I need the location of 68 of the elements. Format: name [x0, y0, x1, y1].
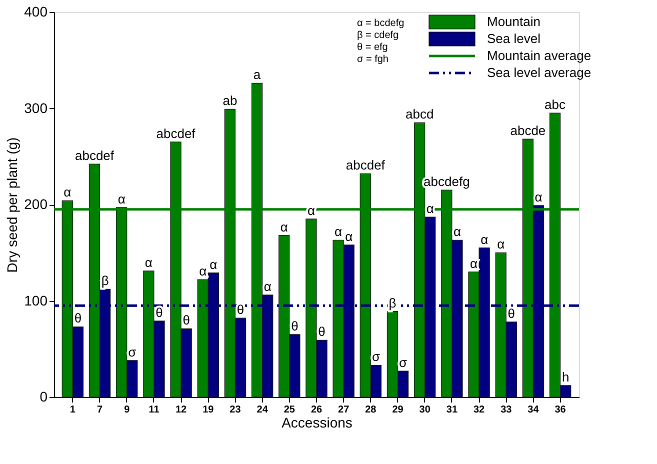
data-label: α — [64, 184, 72, 200]
data-label: α — [118, 191, 126, 206]
x-tick-label: 24 — [256, 404, 268, 416]
data-label: θ — [182, 312, 190, 328]
annotation: θ = efg — [357, 42, 388, 53]
data-label: α — [497, 236, 506, 252]
x-tick-label: 27 — [338, 404, 350, 416]
x-tick-label: 28 — [365, 404, 377, 416]
data-label: α — [470, 256, 478, 271]
data-label: α — [534, 189, 543, 204]
x-tick-label: 19 — [202, 404, 214, 416]
x-tick-label: 23 — [230, 404, 242, 416]
data-label: abc — [544, 97, 566, 112]
data-label: α — [264, 278, 272, 294]
y-tick-label: 400 — [24, 4, 48, 20]
data-label: θ — [318, 324, 326, 340]
x-tick-label: 9 — [124, 404, 130, 416]
x-tick-label: 36 — [554, 404, 566, 416]
data-label: α — [345, 228, 354, 244]
legend-label: Mountain — [487, 14, 540, 29]
x-tick-label: 29 — [392, 404, 404, 416]
x-axis-title: Accessions — [282, 414, 352, 430]
data-label: θ — [156, 304, 163, 320]
data-label: θ — [508, 306, 516, 321]
data-label: abcdef — [74, 148, 114, 164]
x-tick-label: 30 — [419, 404, 431, 416]
x-tick-label: 31 — [446, 404, 458, 416]
x-tick-label: 32 — [473, 404, 486, 416]
data-label: a — [253, 67, 262, 82]
data-label: α — [280, 219, 288, 234]
x-tick-label: 1 — [70, 404, 76, 416]
data-label: α — [480, 232, 489, 247]
data-label: σ — [399, 355, 408, 370]
y-axis-title: Dry seed per plant (g) — [4, 137, 20, 273]
data-label: abcd — [405, 106, 434, 122]
data-label: α — [453, 224, 462, 240]
data-label: θ — [291, 318, 298, 334]
data-label: σ — [128, 344, 136, 360]
data-label: ab — [222, 93, 238, 108]
data-label: α — [199, 264, 208, 279]
legend-label: Sea level — [487, 31, 541, 46]
x-tick-label: 26 — [310, 404, 322, 416]
legend-label: Sea level average — [487, 65, 592, 80]
x-tick-label: 7 — [97, 404, 103, 416]
x-tick-label: 33 — [500, 404, 512, 416]
data-label: α — [334, 224, 343, 240]
data-label: θ — [74, 310, 82, 326]
data-label: α — [210, 256, 218, 272]
data-label: abcde — [510, 123, 546, 138]
annotation: β = cdefg — [357, 30, 399, 41]
y-tick-label: 100 — [24, 292, 48, 308]
data-label: h — [562, 369, 570, 384]
data-label: β — [101, 273, 109, 288]
data-label: abcdef — [156, 126, 196, 141]
annotation: σ = fgh — [357, 54, 388, 65]
x-tick-label: 11 — [148, 404, 160, 416]
x-tick-label: 25 — [284, 404, 296, 416]
x-tick-label: 12 — [175, 404, 188, 416]
y-tick-label: 300 — [24, 100, 48, 116]
x-tick-label: 34 — [528, 404, 540, 416]
y-tick-label: 200 — [24, 196, 48, 212]
data-label: σ — [372, 349, 380, 364]
data-label: α — [144, 254, 153, 270]
legend-label: Mountain average — [487, 48, 592, 63]
data-label: θ — [236, 302, 244, 318]
annotation: α = bcdefg — [357, 18, 404, 29]
y-tick-label: 0 — [40, 388, 48, 404]
data-label: abcdef — [346, 158, 386, 173]
